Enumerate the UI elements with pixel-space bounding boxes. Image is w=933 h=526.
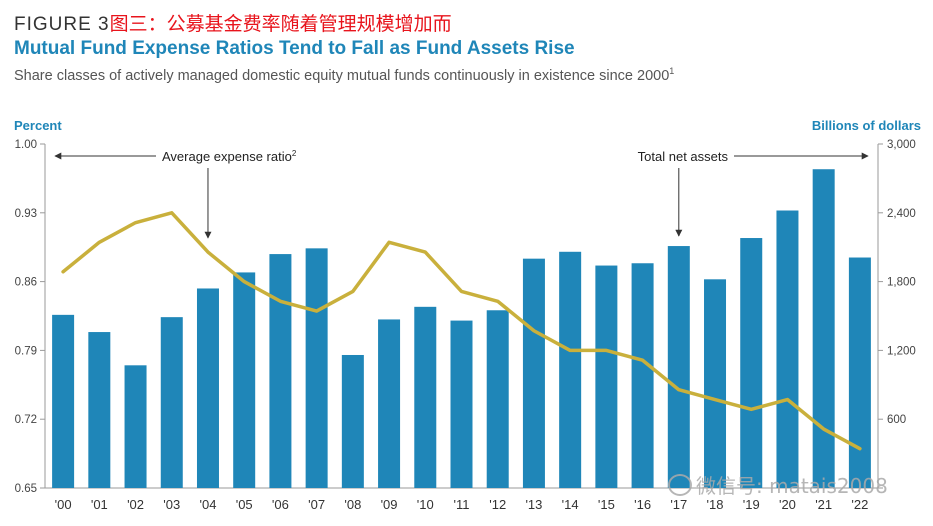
x-tick-label: '04 bbox=[200, 497, 217, 512]
right-axis-title: Billions of dollars bbox=[811, 118, 921, 133]
watermark: 微信号: matais2008 bbox=[668, 470, 888, 499]
annotation-expense-ratio-label: Average expense ratio2 bbox=[162, 149, 297, 164]
right-tick-label: 600 bbox=[887, 414, 906, 426]
bar-total-net-assets bbox=[124, 365, 147, 488]
bar-total-net-assets bbox=[486, 310, 509, 488]
x-tick-label: '08 bbox=[344, 497, 361, 512]
bar-total-net-assets bbox=[305, 248, 328, 488]
subtitle-text: Share classes of actively managed domest… bbox=[14, 67, 670, 84]
chart-subtitle: Share classes of actively managed domest… bbox=[14, 66, 674, 84]
figure-number: FIGURE 3 bbox=[14, 14, 110, 35]
bar-total-net-assets bbox=[160, 317, 183, 488]
bar-total-net-assets bbox=[704, 279, 727, 488]
x-tick-label: '06 bbox=[272, 497, 289, 512]
bar-total-net-assets bbox=[196, 288, 219, 488]
chart-title: Mutual Fund Expense Ratios Tend to Fall … bbox=[14, 38, 575, 59]
watermark-text: 微信号: matais2008 bbox=[696, 474, 888, 498]
right-tick-label: 2,400 bbox=[887, 208, 916, 220]
bar-total-net-assets bbox=[52, 314, 75, 488]
x-tick-label: '00 bbox=[55, 497, 72, 512]
bar-total-net-assets bbox=[595, 265, 618, 488]
x-tick-label: '16 bbox=[634, 497, 651, 512]
x-tick-label: '13 bbox=[525, 497, 542, 512]
x-tick-label: '21 bbox=[815, 497, 832, 512]
x-tick-label: '17 bbox=[670, 497, 687, 512]
x-tick-label: '19 bbox=[743, 497, 760, 512]
bar-total-net-assets bbox=[667, 246, 690, 488]
bar-total-net-assets bbox=[88, 332, 111, 488]
x-tick-label: '05 bbox=[236, 497, 253, 512]
left-tick-label: 0.79 bbox=[15, 345, 37, 357]
subtitle-footnote: 1 bbox=[669, 66, 675, 76]
bar-total-net-assets bbox=[776, 210, 799, 489]
bar-total-net-assets bbox=[848, 257, 871, 488]
x-tick-label: '01 bbox=[91, 497, 108, 512]
annotation-net-assets-label: Total net assets bbox=[638, 149, 729, 164]
right-tick-label: 1,200 bbox=[887, 345, 916, 357]
wechat-icon bbox=[668, 474, 692, 496]
bar-total-net-assets bbox=[559, 251, 582, 488]
x-tick-label: '12 bbox=[489, 497, 506, 512]
x-tick-label: '15 bbox=[598, 497, 615, 512]
x-tick-label: '11 bbox=[454, 497, 470, 512]
x-tick-label: '22 bbox=[851, 497, 868, 512]
bar-total-net-assets bbox=[450, 320, 473, 488]
bar-total-net-assets bbox=[414, 306, 437, 488]
left-tick-label: 0.93 bbox=[15, 208, 37, 220]
figure-chinese-caption: 图三：公募基金费率随着管理规模增加而 bbox=[109, 13, 452, 35]
bar-total-net-assets bbox=[269, 254, 292, 488]
bar-total-net-assets bbox=[631, 263, 654, 488]
left-tick-label: 0.72 bbox=[15, 414, 37, 426]
x-tick-label: '02 bbox=[127, 497, 144, 512]
bar-total-net-assets bbox=[522, 258, 545, 488]
left-tick-label: 0.86 bbox=[15, 277, 37, 289]
bar-total-net-assets bbox=[740, 238, 763, 488]
right-tick-label: 3,000 bbox=[887, 139, 916, 151]
bar-total-net-assets bbox=[378, 319, 401, 488]
bar-total-net-assets bbox=[341, 354, 364, 488]
x-tick-label: '03 bbox=[163, 497, 180, 512]
x-tick-label: '07 bbox=[308, 497, 325, 512]
left-tick-label: 0.65 bbox=[15, 483, 37, 495]
x-tick-label: '10 bbox=[417, 497, 434, 512]
left-axis-title: Percent bbox=[14, 118, 62, 133]
x-tick-label: '09 bbox=[381, 497, 398, 512]
x-tick-label: '18 bbox=[707, 497, 724, 512]
bar-total-net-assets bbox=[233, 272, 256, 488]
x-tick-label: '20 bbox=[779, 497, 796, 512]
left-tick-label: 1.00 bbox=[15, 139, 37, 151]
x-tick-label: '14 bbox=[562, 497, 579, 512]
figure-label: FIGURE 3图三：公募基金费率随着管理规模增加而 bbox=[14, 9, 452, 36]
right-tick-label: 1,800 bbox=[887, 277, 916, 289]
annotation-expense-ratio-footnote: 2 bbox=[292, 149, 297, 158]
bar-total-net-assets bbox=[812, 169, 835, 488]
